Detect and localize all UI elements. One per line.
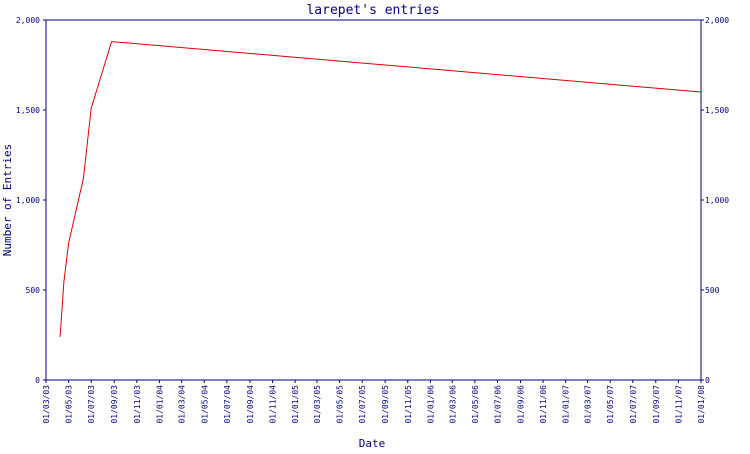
x-tick-label: 01/09/07 <box>652 385 661 424</box>
y-tick-label-right: 0 <box>705 376 710 385</box>
y-axis-left: 0 500 1,000 1,500 2,000 <box>16 16 46 385</box>
x-tick-label: 01/07/07 <box>629 385 638 424</box>
y-tick-label-left: 500 <box>26 286 41 295</box>
x-tick-label: 01/03/06 <box>448 385 457 424</box>
x-tick-label: 01/05/05 <box>336 385 345 424</box>
x-tick-label: 01/01/06 <box>426 385 435 424</box>
y-tick-label-right: 1,500 <box>705 106 729 115</box>
x-tick-label: 01/03/05 <box>313 385 322 424</box>
x-tick-label: 01/07/05 <box>358 385 367 424</box>
x-tick-label: 01/09/06 <box>516 385 525 424</box>
y-axis-right: 0 500 1,000 1,500 2,000 <box>701 16 729 385</box>
x-tick-label: 01/05/06 <box>471 385 480 424</box>
x-tick-label: 01/07/04 <box>223 385 232 424</box>
y-tick-label-right: 2,000 <box>705 16 729 25</box>
x-tick-label: 01/05/04 <box>200 385 209 424</box>
x-tick-label: 01/01/04 <box>155 385 164 424</box>
series-line <box>59 41 702 337</box>
y-tick-label-left: 2,000 <box>16 16 40 25</box>
chart-title: larepet's entries <box>306 3 439 18</box>
x-tick-label: 01/01/08 <box>697 385 706 424</box>
x-tick-label: 01/09/03 <box>110 385 119 424</box>
y-axis-title: Number of Entries <box>1 144 14 257</box>
x-tick-label: 01/11/07 <box>674 385 683 424</box>
y-tick-label-right: 500 <box>705 286 720 295</box>
x-tick-label: 01/05/03 <box>65 385 74 424</box>
x-tick-label: 01/01/07 <box>562 385 571 424</box>
x-tick-label: 01/11/05 <box>404 385 413 424</box>
x-tick-label: 01/05/07 <box>606 385 615 424</box>
x-tick-label: 01/03/07 <box>584 385 593 424</box>
plot-frame <box>45 19 702 381</box>
x-tick-label: 01/07/06 <box>493 385 502 424</box>
y-tick-label-left: 0 <box>35 376 40 385</box>
x-axis: 01/03/03 01/05/03 01/07/03 01/09/03 01/11/03… <box>42 380 706 424</box>
x-tick-label: 01/11/06 <box>539 385 548 424</box>
series-layer <box>59 41 702 337</box>
y-tick-label-left: 1,000 <box>16 196 40 205</box>
y-tick-label-left: 1,500 <box>16 106 40 115</box>
x-tick-label: 01/07/03 <box>87 385 96 424</box>
x-tick-label: 01/11/04 <box>268 385 277 424</box>
x-tick-label: 01/09/04 <box>246 385 255 424</box>
x-tick-label: 01/03/04 <box>178 385 187 424</box>
x-tick-label: 01/09/05 <box>381 385 390 424</box>
y-tick-label-right: 1,000 <box>705 196 729 205</box>
x-axis-title: Date <box>359 437 386 450</box>
x-tick-label: 01/11/03 <box>133 385 142 424</box>
x-tick-label: 01/03/03 <box>42 385 51 424</box>
x-tick-label: 01/01/05 <box>291 385 300 424</box>
